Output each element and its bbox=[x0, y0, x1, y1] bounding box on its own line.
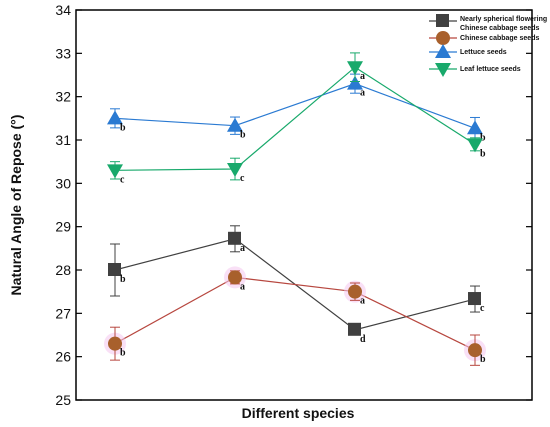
series-line bbox=[114, 83, 476, 129]
significance-letter: b bbox=[480, 354, 486, 365]
significance-letter: a bbox=[360, 296, 365, 307]
legend-label: Nearly spherical flowering bbox=[460, 16, 547, 23]
data-point bbox=[108, 336, 122, 351]
series-line bbox=[114, 66, 476, 171]
series-3: b b a b bbox=[107, 73, 486, 143]
y-tick-label: 31 bbox=[55, 132, 71, 148]
data-point bbox=[228, 231, 241, 245]
significance-letter: c bbox=[120, 174, 125, 185]
y-axis-title: Natural Angle of Repose (°) bbox=[8, 115, 24, 296]
y-tick-label: 33 bbox=[55, 45, 71, 61]
significance-letter: c bbox=[480, 303, 485, 314]
series-line bbox=[114, 276, 476, 351]
y-axis: 25 26 27 28 29 30 31 32 33 34 bbox=[55, 2, 532, 408]
legend-marker bbox=[435, 63, 451, 77]
data-point bbox=[348, 322, 361, 336]
significance-letter: a bbox=[360, 71, 365, 82]
data-point bbox=[227, 117, 243, 132]
data-point bbox=[107, 110, 123, 125]
data-point bbox=[348, 284, 362, 299]
significance-letter: a bbox=[240, 243, 245, 254]
y-tick-label: 32 bbox=[55, 89, 71, 105]
legend-label: Chinese cabbage seeds bbox=[460, 35, 539, 42]
significance-letter: a bbox=[240, 281, 245, 292]
significance-letter: b bbox=[120, 274, 126, 285]
significance-letter: b bbox=[120, 122, 126, 133]
y-tick-label: 29 bbox=[55, 219, 71, 235]
legend: Nearly spherical flowering Chinese cabbag… bbox=[429, 14, 547, 77]
data-point bbox=[467, 120, 483, 135]
data-point bbox=[227, 163, 243, 178]
significance-letter: a bbox=[360, 88, 365, 99]
y-tick-label: 30 bbox=[55, 175, 71, 191]
significance-letter: b bbox=[240, 130, 246, 141]
data-point bbox=[347, 75, 363, 90]
legend-label: Chinese cabbage seeds bbox=[460, 25, 539, 32]
legend-label: Lettuce seeds bbox=[460, 49, 507, 56]
significance-letter: b bbox=[120, 348, 126, 359]
legend-marker bbox=[436, 31, 450, 45]
y-tick-label: 34 bbox=[55, 2, 71, 18]
plot-frame bbox=[75, 9, 533, 401]
data-point bbox=[228, 270, 242, 285]
series-2: b a a b bbox=[104, 266, 486, 366]
legend-label: Leaf lettuce seeds bbox=[460, 66, 521, 73]
data-point bbox=[467, 138, 483, 153]
data-point bbox=[347, 61, 363, 76]
y-tick-label: 25 bbox=[55, 392, 71, 408]
significance-letter: b bbox=[480, 132, 486, 143]
x-axis-title: Different species bbox=[242, 405, 355, 421]
data-point bbox=[107, 164, 123, 179]
significance-letter: c bbox=[240, 173, 245, 184]
significance-letter: d bbox=[360, 334, 366, 345]
y-tick-label: 27 bbox=[55, 305, 71, 321]
data-point bbox=[468, 343, 482, 358]
y-tick-label: 28 bbox=[55, 262, 71, 278]
series-4: c c a b bbox=[107, 52, 486, 185]
significance-letter: b bbox=[480, 148, 486, 159]
y-tick-label: 26 bbox=[55, 349, 71, 365]
data-point bbox=[468, 292, 481, 306]
legend-marker bbox=[435, 44, 451, 58]
data-point bbox=[108, 263, 121, 276]
legend-marker bbox=[436, 14, 449, 27]
